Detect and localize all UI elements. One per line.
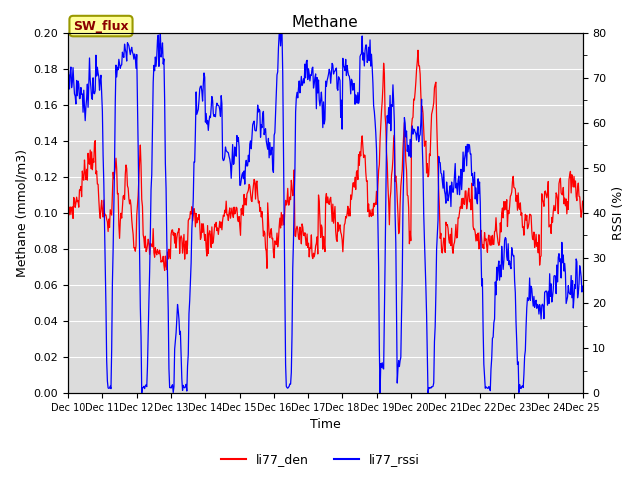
Line: li77_den: li77_den bbox=[68, 50, 582, 270]
li77_rssi bbox=[579, 283, 586, 289]
li77_rssi bbox=[64, 83, 72, 88]
li77_rssi bbox=[389, 82, 397, 88]
li77_den bbox=[161, 267, 168, 273]
li77_den bbox=[74, 199, 81, 204]
li77_rssi bbox=[74, 93, 81, 98]
Title: Methane: Methane bbox=[292, 15, 358, 30]
li77_den bbox=[388, 167, 396, 173]
li77_den bbox=[127, 197, 134, 203]
li77_den bbox=[179, 241, 187, 247]
X-axis label: Time: Time bbox=[310, 419, 340, 432]
li77_rssi bbox=[127, 52, 134, 58]
Legend: li77_den, li77_rssi: li77_den, li77_rssi bbox=[216, 448, 424, 471]
li77_den bbox=[64, 198, 72, 204]
li77_den bbox=[207, 232, 214, 238]
Y-axis label: RSSI (%): RSSI (%) bbox=[612, 186, 625, 240]
li77_rssi bbox=[207, 115, 214, 120]
li77_rssi bbox=[179, 383, 187, 388]
Line: li77_rssi: li77_rssi bbox=[68, 33, 582, 393]
Text: SW_flux: SW_flux bbox=[73, 20, 129, 33]
li77_rssi bbox=[276, 30, 284, 36]
li77_rssi bbox=[138, 390, 145, 396]
li77_rssi bbox=[404, 143, 412, 148]
li77_den bbox=[579, 198, 586, 204]
li77_den bbox=[414, 48, 422, 53]
Y-axis label: Methane (mmol/m3): Methane (mmol/m3) bbox=[15, 149, 28, 277]
li77_den bbox=[403, 192, 411, 198]
